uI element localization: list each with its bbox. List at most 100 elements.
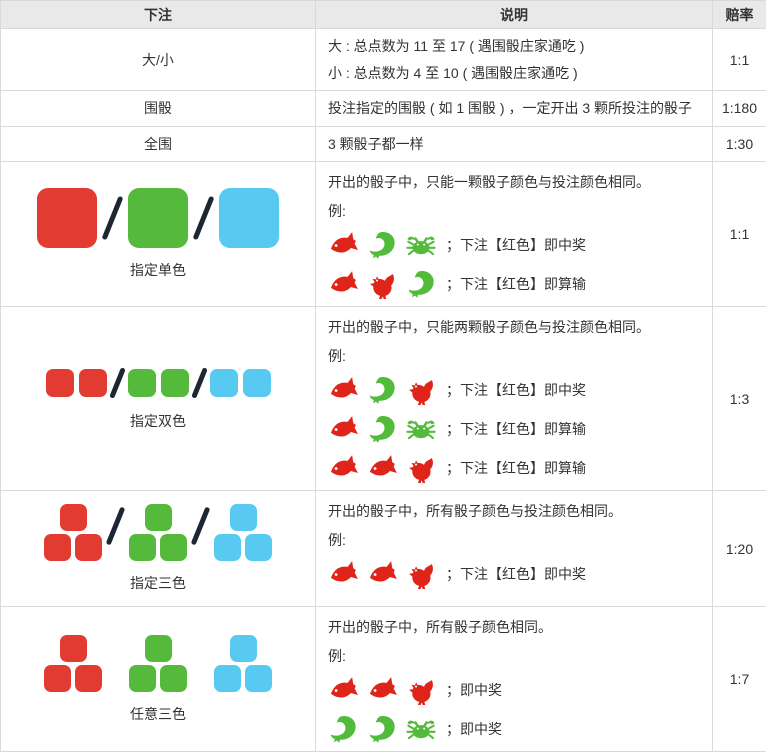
bet-name: 大/小 (142, 52, 174, 68)
die-rooster-icon (406, 559, 436, 589)
bet-color-graphic (1, 367, 315, 399)
color-square-green (128, 369, 156, 397)
die-fish-icon (328, 675, 358, 705)
color-square-red (79, 369, 107, 397)
square-pyramid-blue (214, 635, 272, 692)
odds-value: 1:1 (730, 226, 749, 242)
desc-cell-double-color: 开出的骰子中，只能两颗骰子颜色与投注颜色相同。例:；下注【红色】即中奖；下注【红… (316, 307, 713, 491)
example-result-text: ；即中奖 (446, 680, 502, 700)
odds-value: 1:180 (722, 100, 757, 116)
header-desc: 说明 (316, 1, 713, 29)
desc-cell-triple-color: 开出的骰子中，所有骰子颜色与投注颜色相同。例:；下注【红色】即中奖 (316, 491, 713, 607)
rules-row-any-triple: 全围 3 颗骰子都一样 1:30 (1, 126, 766, 162)
slash-separator-icon (106, 507, 126, 546)
bet-color-graphic (1, 504, 315, 561)
die-fish-icon (367, 453, 397, 483)
bet-color-graphic (1, 635, 315, 692)
color-square-green (160, 665, 187, 692)
die-crab-icon (406, 714, 436, 744)
color-square-green (161, 369, 189, 397)
example-line: ；下注【红色】即算输 (328, 452, 700, 484)
bet-name: 全围 (144, 136, 172, 152)
slash-separator-icon (191, 367, 208, 399)
desc-cell-specific-triple: 投注指定的围骰 ( 如 1 围骰 ) ，一定开出 3 颗所投注的骰子 (316, 91, 713, 127)
die-prawn-icon (367, 375, 397, 405)
square-pair-blue (210, 369, 271, 397)
description-text: 开出的骰子中，只能两颗骰子颜色与投注颜色相同。 (328, 317, 700, 338)
square-pyramid-blue (214, 504, 272, 561)
color-square-blue (219, 188, 279, 248)
example-result-text: ；下注【红色】即算输 (446, 419, 586, 439)
description-text: 开出的骰子中，所有骰子颜色相同。 (328, 617, 700, 638)
example-line: ；下注【红色】即中奖 (328, 558, 700, 590)
odds-value: 1:30 (726, 136, 753, 152)
header-bet: 下注 (1, 1, 316, 29)
description-line: 3 颗骰子都一样 (328, 131, 700, 158)
color-square-green (129, 534, 156, 561)
example-label: 例: (328, 346, 700, 367)
color-square-blue (214, 665, 241, 692)
die-fish-icon (328, 453, 358, 483)
description-text: 开出的骰子中，只能一颗骰子颜色与投注颜色相同。 (328, 172, 700, 193)
die-prawn-icon (367, 230, 397, 260)
odds-cell-big-small: 1:1 (713, 29, 766, 91)
die-fish-icon (328, 414, 358, 444)
slash-separator-icon (191, 507, 211, 546)
color-square-red (44, 534, 71, 561)
pyramid-bottom-row (214, 534, 272, 561)
color-square-blue (210, 369, 238, 397)
example-label: 例: (328, 646, 700, 667)
color-square-green (129, 665, 156, 692)
example-line: ；下注【红色】即中奖 (328, 229, 700, 261)
color-square-blue (245, 665, 272, 692)
example-line: ；即中奖 (328, 674, 700, 706)
header-odds: 赔率 (713, 1, 766, 29)
color-square-green (160, 534, 187, 561)
example-label: 例: (328, 530, 700, 551)
die-fish-icon (367, 675, 397, 705)
die-crab-icon (406, 230, 436, 260)
pyramid-bottom-row (214, 665, 272, 692)
square-pair-green (128, 369, 189, 397)
die-rooster-icon (406, 453, 436, 483)
color-square-green (145, 504, 172, 531)
bet-label: 指定单色 (1, 260, 315, 280)
die-rooster-icon (406, 375, 436, 405)
color-square-red (75, 665, 102, 692)
bet-label: 指定双色 (1, 411, 315, 431)
pyramid-bottom-row (129, 665, 187, 692)
bet-label: 指定三色 (1, 573, 315, 593)
pyramid-bottom-row (44, 665, 102, 692)
die-fish-icon (328, 559, 358, 589)
odds-cell-double-color: 1:3 (713, 307, 766, 491)
desc-cell-single-color: 开出的骰子中，只能一颗骰子颜色与投注颜色相同。例:；下注【红色】即中奖；下注【红… (316, 162, 713, 307)
example-result-text: ；下注【红色】即算输 (446, 458, 586, 478)
bet-cell-single-color: 指定单色 (1, 162, 316, 307)
die-fish-icon (328, 230, 358, 260)
desc-cell-any-three-color: 开出的骰子中，所有骰子颜色相同。例: ；即中奖 ；即中奖 (316, 607, 713, 752)
odds-cell-single-color: 1:1 (713, 162, 766, 307)
desc-cell-any-triple: 3 颗骰子都一样 (316, 126, 713, 162)
die-rooster-icon (406, 675, 436, 705)
square-pyramid-green (129, 504, 187, 561)
odds-value: 1:20 (726, 541, 753, 557)
color-square-red (75, 534, 102, 561)
example-label: 例: (328, 201, 700, 222)
odds-value: 1:7 (730, 671, 749, 687)
header-row: 下注 说明 赔率 (1, 1, 766, 29)
color-square-red (44, 665, 71, 692)
odds-value: 1:1 (730, 52, 749, 68)
color-square-blue (230, 635, 257, 662)
color-square-blue (245, 534, 272, 561)
die-prawn-icon (367, 414, 397, 444)
odds-cell-any-three-color: 1:7 (713, 607, 766, 752)
example-line: ；即中奖 (328, 713, 700, 745)
square-pyramid-red (44, 635, 102, 692)
pyramid-bottom-row (129, 534, 187, 561)
odds-cell-specific-triple: 1:180 (713, 91, 766, 127)
slash-separator-icon (193, 196, 215, 241)
